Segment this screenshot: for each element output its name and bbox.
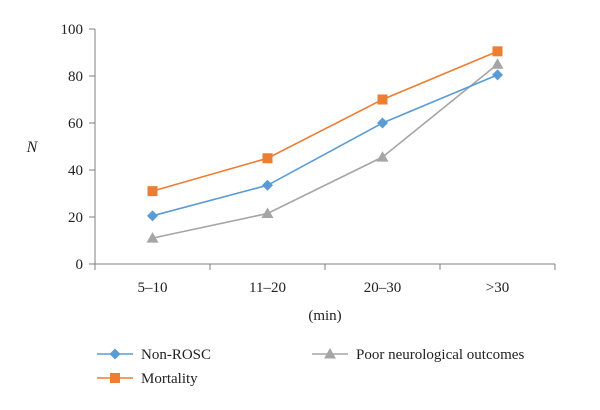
legend-label: Mortality (141, 371, 198, 387)
data-point (146, 232, 159, 243)
legend-label: Non-ROSC (141, 347, 211, 363)
series-line (152, 50, 498, 192)
data-point (492, 69, 503, 81)
data-point (377, 117, 388, 129)
series-mortality (147, 46, 503, 197)
data-point (261, 207, 274, 218)
legend-marker (110, 373, 120, 383)
y-tick-label: 20 (68, 210, 83, 226)
legend-item: Poor neurological outcomes (312, 347, 524, 363)
data-point (262, 153, 273, 164)
series-layer (146, 46, 504, 243)
x-tick-label: 11–20 (249, 280, 286, 296)
data-point (377, 94, 388, 105)
series-line (152, 74, 498, 217)
series-non-rosc (147, 69, 503, 222)
legend-marker (109, 348, 121, 360)
data-point (147, 210, 158, 222)
x-tick-label: >30 (486, 280, 509, 296)
data-point (147, 186, 158, 197)
legend: Non-ROSC Mortality Poor neurological outco… (97, 347, 524, 387)
legend-label: Poor neurological outcomes (356, 347, 524, 363)
y-tick-label: 40 (68, 163, 83, 179)
data-point (492, 46, 503, 57)
y-tick-label: 0 (76, 257, 84, 273)
legend-item: Non-ROSC (97, 347, 211, 363)
legend-item: Mortality (97, 371, 198, 387)
x-axis: 5–10 11–20 20–30 >30 (94, 263, 556, 296)
legend-marker (324, 348, 336, 359)
x-tick-label: 20–30 (364, 280, 402, 296)
x-tick-label: 5–10 (138, 280, 168, 296)
y-tick-label: 100 (61, 22, 84, 38)
y-axis: 0 20 40 60 80 100 (61, 22, 96, 273)
y-tick-label: 60 (68, 116, 83, 132)
x-axis-label: (min) (308, 308, 341, 324)
data-point (376, 151, 389, 162)
data-point (262, 179, 273, 191)
data-point (491, 58, 504, 69)
series-poor-neurological-outcomes (146, 58, 504, 243)
y-axis-label: N (26, 139, 39, 156)
series-line (152, 63, 499, 239)
y-tick-label: 80 (68, 69, 83, 85)
